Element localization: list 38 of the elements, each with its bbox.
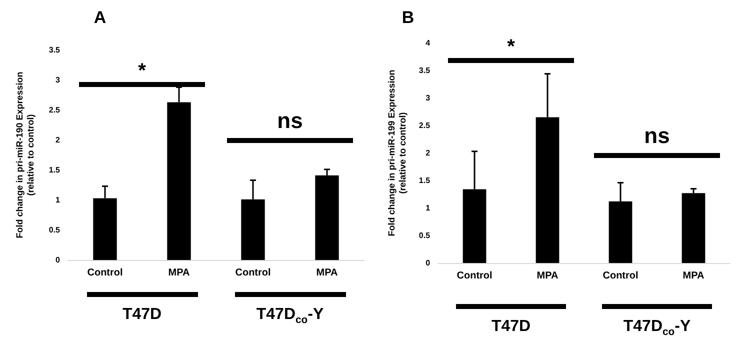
x-tick-label: MPA (536, 270, 558, 282)
x-tick-label: Control (602, 270, 639, 282)
bar (682, 193, 706, 263)
annotation: ns (644, 123, 670, 150)
y-tick-label: 3 (426, 94, 431, 102)
text: T47D$_{co}$-Y (623, 318, 691, 338)
x-tick-label: MPA (682, 270, 704, 282)
y-tick-label: 1.5 (418, 176, 431, 185)
y-tick-label: 0 (56, 256, 61, 264)
y-tick-label: 2 (426, 148, 431, 158)
x-tick-label: MPA (168, 268, 190, 278)
y-tick-label: 3.5 (48, 46, 61, 54)
x-tick-label: Control (456, 270, 493, 282)
x-tick-label: Control (87, 268, 123, 278)
text: T47D (491, 318, 531, 336)
annotation: * (138, 60, 146, 83)
text: T47D$_{co}$-Y (256, 306, 324, 326)
y-tick-label: 1.5 (48, 166, 61, 174)
y-tick-label: 3.5 (418, 66, 431, 75)
y-tick-label: 3 (56, 76, 61, 84)
y-tick-label: 0 (426, 258, 431, 268)
annotation: * (507, 36, 515, 58)
chart-title: A (94, 8, 106, 28)
text: T47D (122, 306, 162, 324)
y-tick-label: 1 (56, 196, 61, 204)
y-tick-label: 0.5 (418, 231, 431, 240)
y-axis-title: Fold change in pri-miR-199 Expression (relative to control) (386, 70, 408, 236)
y-tick-label: 2.5 (48, 106, 61, 114)
y-tick-label: 2.5 (418, 121, 431, 130)
x-tick-label: MPA (316, 268, 338, 278)
chart-title: B (402, 8, 414, 28)
annotation: ns (277, 108, 303, 134)
x-tick-label: Control (235, 268, 271, 278)
y-tick-label: 4 (426, 38, 431, 48)
y-axis-title: Fold change in pri-miR-190 Expression (relative to control) (14, 72, 36, 238)
y-tick-label: 2 (56, 136, 61, 144)
y-tick-label: 0.5 (48, 226, 61, 234)
y-tick-label: 1 (426, 204, 431, 212)
